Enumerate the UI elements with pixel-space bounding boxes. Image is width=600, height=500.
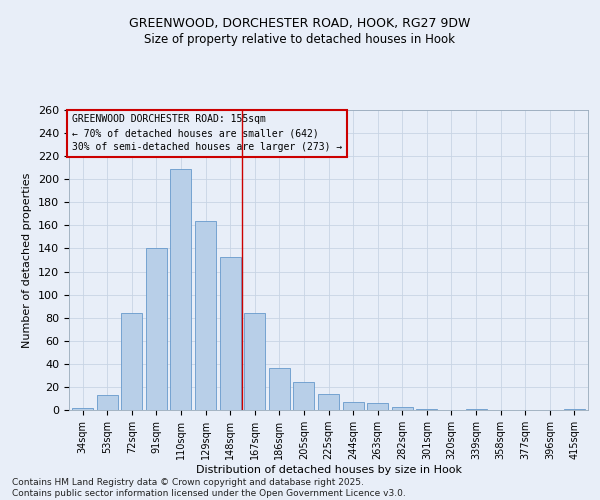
Y-axis label: Number of detached properties: Number of detached properties [22, 172, 32, 348]
Bar [220, 256, 241, 410]
Bar [72, 408, 93, 410]
Bar [343, 402, 364, 410]
Bar [564, 409, 585, 410]
Bar [466, 409, 487, 410]
Text: Size of property relative to detached houses in Hook: Size of property relative to detached ho… [145, 32, 455, 46]
Bar [146, 248, 167, 410]
X-axis label: Distribution of detached houses by size in Hook: Distribution of detached houses by size … [196, 465, 461, 475]
Bar [392, 406, 413, 410]
Text: GREENWOOD DORCHESTER ROAD: 155sqm
← 70% of detached houses are smaller (642)
30%: GREENWOOD DORCHESTER ROAD: 155sqm ← 70% … [71, 114, 342, 152]
Bar [269, 368, 290, 410]
Text: GREENWOOD, DORCHESTER ROAD, HOOK, RG27 9DW: GREENWOOD, DORCHESTER ROAD, HOOK, RG27 9… [130, 18, 470, 30]
Bar [170, 169, 191, 410]
Text: Contains HM Land Registry data © Crown copyright and database right 2025.
Contai: Contains HM Land Registry data © Crown c… [12, 478, 406, 498]
Bar [244, 313, 265, 410]
Bar [293, 382, 314, 410]
Bar [195, 221, 216, 410]
Bar [97, 395, 118, 410]
Bar [416, 409, 437, 410]
Bar [121, 313, 142, 410]
Bar [367, 403, 388, 410]
Bar [318, 394, 339, 410]
